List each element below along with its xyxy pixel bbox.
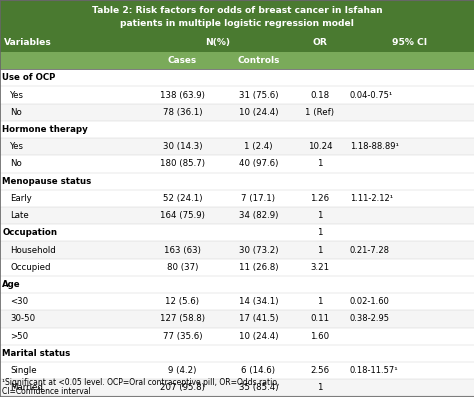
Text: 11 (26.8): 11 (26.8) [238, 263, 278, 272]
Text: <30: <30 [10, 297, 28, 306]
Text: 1.60: 1.60 [310, 332, 329, 341]
Text: 77 (35.6): 77 (35.6) [163, 332, 202, 341]
Text: Marital status: Marital status [2, 349, 71, 358]
Text: Controls: Controls [237, 56, 280, 65]
Bar [0, 0, 474, 33]
Text: 78 (36.1): 78 (36.1) [163, 108, 202, 117]
Bar [0, 328, 474, 345]
Bar [0, 33, 474, 52]
Text: 10.24: 10.24 [308, 142, 332, 151]
Text: 7 (17.1): 7 (17.1) [241, 194, 275, 203]
Bar [0, 276, 474, 293]
Text: 6 (14.6): 6 (14.6) [241, 366, 275, 375]
Text: 12 (5.6): 12 (5.6) [165, 297, 200, 306]
Bar [0, 345, 474, 362]
Text: Late: Late [10, 211, 29, 220]
Text: ¹Significant at <0.05 level. OCP=Oral contraceptive pill, OR=Odds ratio,: ¹Significant at <0.05 level. OCP=Oral co… [2, 378, 280, 387]
Text: Household: Household [10, 246, 56, 255]
Bar [0, 173, 474, 190]
Bar [0, 311, 474, 328]
Bar [0, 379, 474, 397]
Text: 1: 1 [317, 211, 323, 220]
Text: 0.21-7.28: 0.21-7.28 [350, 246, 390, 255]
Text: No: No [10, 108, 22, 117]
Text: 1.11-2.12¹: 1.11-2.12¹ [350, 194, 393, 203]
Text: 0.02-1.60: 0.02-1.60 [350, 297, 390, 306]
Text: Hormone therapy: Hormone therapy [2, 125, 88, 134]
Text: 0.11: 0.11 [310, 314, 329, 324]
Text: 138 (63.9): 138 (63.9) [160, 91, 205, 99]
Text: Occupation: Occupation [2, 228, 57, 237]
Bar [0, 121, 474, 138]
Text: 0.04-0.75¹: 0.04-0.75¹ [350, 91, 393, 99]
Bar [0, 362, 474, 379]
Bar [0, 52, 474, 69]
Bar [0, 138, 474, 155]
Text: 31 (75.6): 31 (75.6) [238, 91, 278, 99]
Text: 1: 1 [317, 160, 323, 168]
Text: 207 (95.8): 207 (95.8) [160, 383, 205, 393]
Text: 127 (58.8): 127 (58.8) [160, 314, 205, 324]
Bar [0, 242, 474, 259]
Text: 34 (82.9): 34 (82.9) [238, 211, 278, 220]
Text: Occupied: Occupied [10, 263, 51, 272]
Text: 35 (85.4): 35 (85.4) [238, 383, 278, 393]
Text: Use of OCP: Use of OCP [2, 74, 56, 82]
Text: Age: Age [2, 280, 21, 289]
Bar [0, 224, 474, 242]
Text: Cases: Cases [168, 56, 197, 65]
Text: Single: Single [10, 366, 37, 375]
Text: 1: 1 [317, 246, 323, 255]
Text: 10 (24.4): 10 (24.4) [238, 332, 278, 341]
Text: 95% CI: 95% CI [392, 38, 428, 47]
Bar [0, 69, 474, 87]
Text: Early: Early [10, 194, 32, 203]
Text: 1: 1 [317, 383, 323, 393]
Text: 164 (75.9): 164 (75.9) [160, 211, 205, 220]
Text: 0.18: 0.18 [310, 91, 329, 99]
Text: 3.21: 3.21 [310, 263, 329, 272]
Text: Variables: Variables [4, 38, 52, 47]
Text: 163 (63): 163 (63) [164, 246, 201, 255]
Text: CI=Confidence interval: CI=Confidence interval [2, 387, 91, 395]
Text: 9 (4.2): 9 (4.2) [168, 366, 197, 375]
Text: OR: OR [312, 38, 328, 47]
Text: patients in multiple logistic regression model: patients in multiple logistic regression… [120, 20, 354, 28]
Text: 40 (97.6): 40 (97.6) [238, 160, 278, 168]
Text: Menopause status: Menopause status [2, 177, 91, 186]
Text: 14 (34.1): 14 (34.1) [238, 297, 278, 306]
Text: Table 2: Risk factors for odds of breast cancer in Isfahan: Table 2: Risk factors for odds of breast… [91, 6, 383, 15]
Text: 30 (14.3): 30 (14.3) [163, 142, 202, 151]
Text: 80 (37): 80 (37) [167, 263, 198, 272]
Text: 1 (2.4): 1 (2.4) [244, 142, 273, 151]
Text: Married: Married [10, 383, 43, 393]
Text: No: No [10, 160, 22, 168]
Bar [0, 207, 474, 224]
Text: 0.38-2.95: 0.38-2.95 [350, 314, 390, 324]
Text: 2.56: 2.56 [310, 366, 329, 375]
Text: 0.18-11.57¹: 0.18-11.57¹ [350, 366, 399, 375]
Text: 1.18-88.89¹: 1.18-88.89¹ [350, 142, 399, 151]
Text: 1: 1 [317, 297, 323, 306]
Text: 30-50: 30-50 [10, 314, 36, 324]
Text: 52 (24.1): 52 (24.1) [163, 194, 202, 203]
Text: >50: >50 [10, 332, 28, 341]
Text: 17 (41.5): 17 (41.5) [238, 314, 278, 324]
Bar [0, 190, 474, 207]
Text: 1 (Ref): 1 (Ref) [305, 108, 335, 117]
Bar [0, 259, 474, 276]
Text: 1.26: 1.26 [310, 194, 329, 203]
Text: 180 (85.7): 180 (85.7) [160, 160, 205, 168]
Bar [0, 104, 474, 121]
Bar [0, 87, 474, 104]
Text: Yes: Yes [10, 91, 25, 99]
Text: Yes: Yes [10, 142, 25, 151]
Text: 1: 1 [317, 228, 323, 237]
Text: 10 (24.4): 10 (24.4) [238, 108, 278, 117]
Text: N(%): N(%) [206, 38, 230, 47]
Bar [0, 155, 474, 173]
Text: 30 (73.2): 30 (73.2) [238, 246, 278, 255]
Bar [0, 293, 474, 311]
